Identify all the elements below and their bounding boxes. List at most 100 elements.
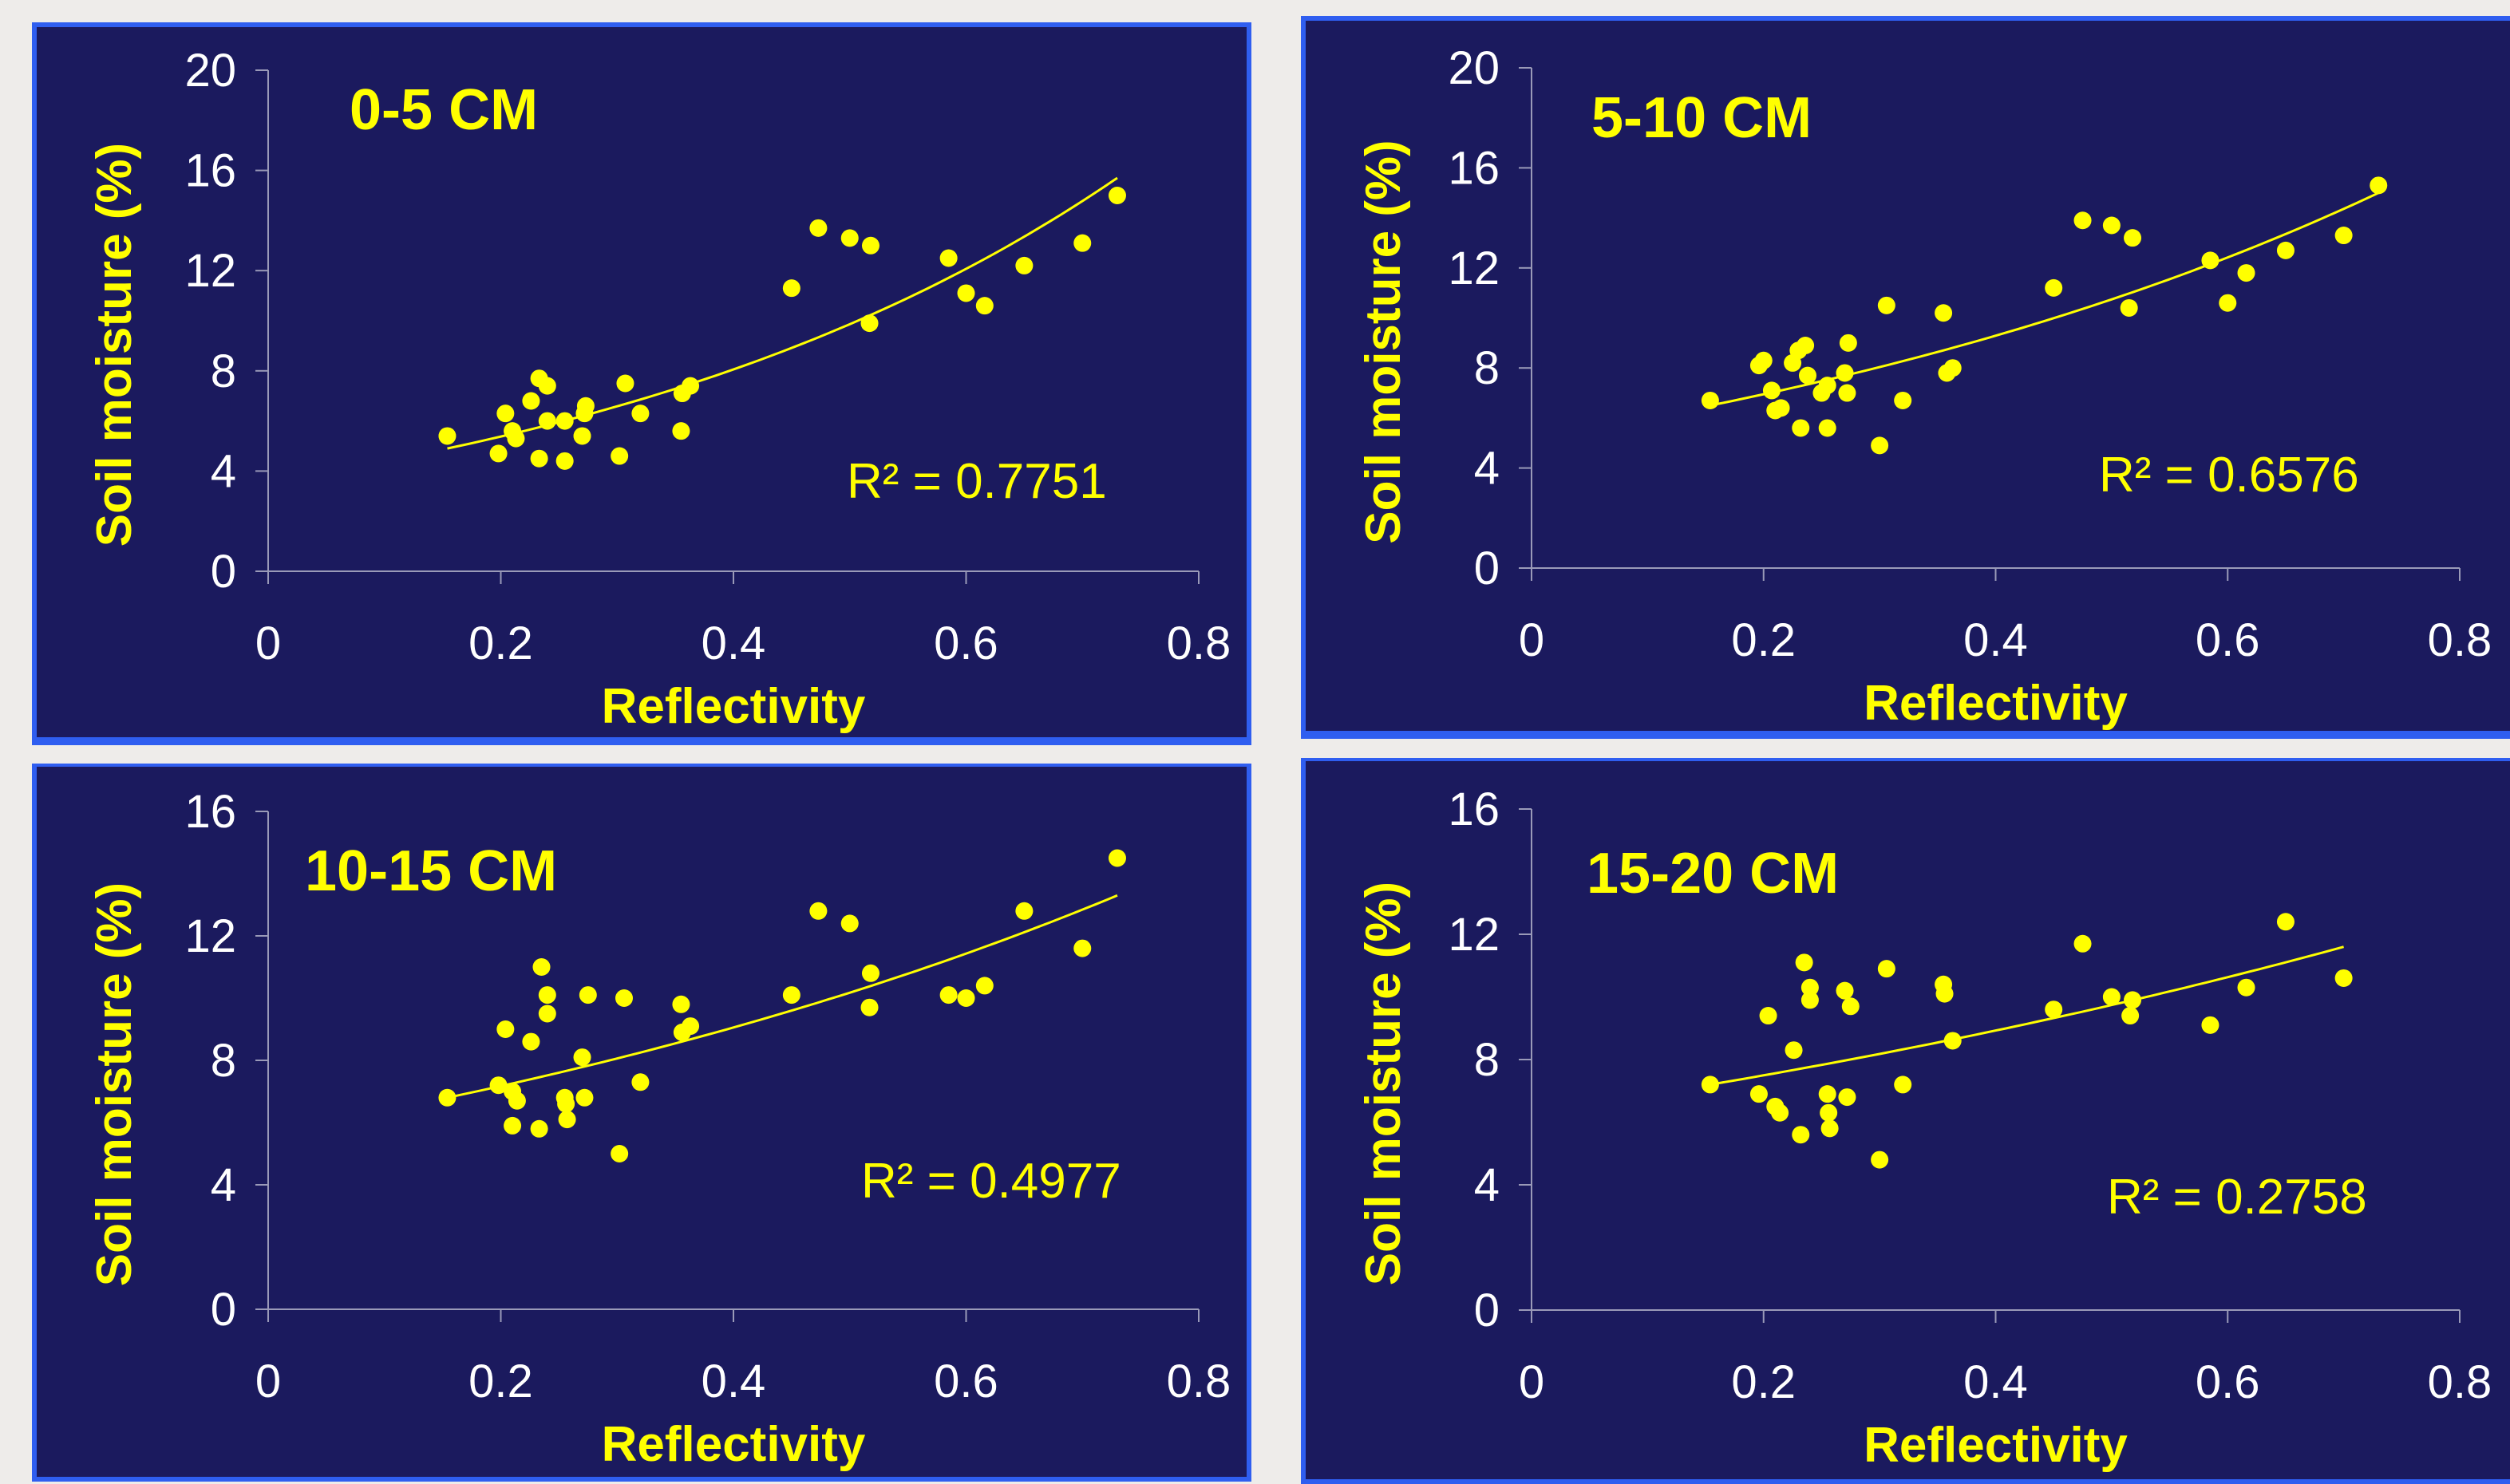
data-point xyxy=(576,397,595,415)
data-point xyxy=(2045,278,2063,297)
y-tick-label: 0 xyxy=(1474,1285,1500,1336)
data-point xyxy=(489,1076,508,1095)
data-point xyxy=(631,405,650,423)
x-tick-label: 0.8 xyxy=(1167,618,1231,669)
data-point xyxy=(682,1017,700,1036)
data-point xyxy=(538,377,556,395)
data-point xyxy=(2124,229,2142,247)
chart-title: 10-15 CM xyxy=(305,839,557,903)
x-tick-label: 0.4 xyxy=(702,1356,766,1407)
data-point xyxy=(1871,1150,1889,1169)
data-point xyxy=(555,452,574,470)
data-point xyxy=(1943,1032,1962,1050)
scatter-plot-15-20cm: 0 4 8 12 16 0 0.2 0.4 0.6 0.8 Reflectivity Soil moi… xyxy=(1356,783,2492,1473)
data-point xyxy=(1820,1103,1838,1122)
x-tick-label: 0.6 xyxy=(2196,614,2260,666)
data-point xyxy=(1798,366,1816,385)
data-point xyxy=(1836,981,1854,1000)
data-point xyxy=(860,314,879,333)
data-point xyxy=(1015,902,1034,920)
data-point xyxy=(1015,256,1034,274)
x-tick-label: 0.6 xyxy=(934,618,998,669)
y-tick-label: 20 xyxy=(184,45,236,97)
x-tick-label: 0 xyxy=(1519,614,1544,666)
data-point xyxy=(573,1048,591,1067)
data-point xyxy=(1838,1088,1856,1107)
chart-panel-15-20cm: 0 4 8 12 16 0 0.2 0.4 0.6 0.8 Reflectivity Soil moi… xyxy=(1301,758,2510,1484)
data-point xyxy=(782,986,800,1004)
data-point xyxy=(489,444,508,463)
x-tick-label: 0 xyxy=(1519,1356,1544,1408)
data-point xyxy=(2201,1016,2219,1034)
x-tick-label: 0.4 xyxy=(702,618,766,669)
y-axis-title: Soil moisture (%) xyxy=(1356,882,1411,1285)
data-point xyxy=(1935,985,1954,1003)
data-point xyxy=(504,1116,522,1135)
data-point xyxy=(2276,913,2295,931)
r-squared-label: R² = 0.4977 xyxy=(861,1154,1121,1209)
y-tick-label: 0 xyxy=(1474,543,1500,594)
data-point xyxy=(616,374,634,393)
chart-panel-5-10cm: 0 4 8 12 16 20 0 0.2 0.4 0.6 0.8 Reflectivity Soil m… xyxy=(1301,16,2510,739)
data-point xyxy=(1800,991,1819,1009)
y-tick-label: 16 xyxy=(184,786,236,838)
data-point xyxy=(1792,1126,1810,1144)
y-tick-label: 20 xyxy=(1448,42,1500,94)
data-point xyxy=(438,427,457,445)
y-tick-label: 4 xyxy=(1474,1159,1500,1211)
data-point xyxy=(1841,997,1860,1016)
data-point xyxy=(975,297,994,315)
data-point xyxy=(2201,251,2219,270)
data-point xyxy=(1894,391,1912,409)
data-point xyxy=(2237,978,2255,997)
data-point xyxy=(522,1032,540,1051)
chart-title: 0-5 CM xyxy=(350,78,538,142)
x-tick-label: 0.8 xyxy=(1167,1356,1231,1407)
data-point xyxy=(840,914,859,933)
data-point xyxy=(1771,1103,1789,1122)
x-axis-title: Reflectivity xyxy=(1864,1418,2128,1473)
data-point xyxy=(1800,978,1819,997)
data-point xyxy=(1871,436,1889,455)
y-tick-label: 12 xyxy=(1448,909,1500,961)
data-point xyxy=(957,284,975,302)
y-axis-title: Soil moisture (%) xyxy=(87,882,142,1286)
data-point xyxy=(530,449,548,468)
data-point xyxy=(957,989,975,1007)
trendline xyxy=(447,894,1118,1099)
x-tick-label: 0.4 xyxy=(1963,614,2028,666)
y-tick-label: 16 xyxy=(1448,142,1500,194)
data-point xyxy=(1836,364,1854,382)
data-point xyxy=(507,429,525,448)
data-point xyxy=(1792,419,1810,437)
data-point xyxy=(1818,377,1836,395)
data-point xyxy=(522,392,540,410)
x-tick-label: 0.4 xyxy=(1963,1356,2028,1408)
data-point xyxy=(2276,241,2295,259)
data-point xyxy=(579,986,597,1004)
data-point xyxy=(1820,1119,1839,1138)
data-point xyxy=(2073,934,2092,953)
data-point xyxy=(530,1119,548,1138)
data-point xyxy=(861,236,879,255)
y-axis-title: Soil moisture (%) xyxy=(1356,140,1411,543)
data-point xyxy=(1073,234,1092,252)
data-point xyxy=(2334,969,2353,987)
x-axis-title: Reflectivity xyxy=(602,1417,866,1472)
y-tick-label: 8 xyxy=(211,345,236,397)
x-tick-label: 0.6 xyxy=(2196,1356,2260,1408)
data-point xyxy=(1772,399,1790,417)
scatter-plot-0-5cm: 0 4 8 12 16 20 0 0.2 0.4 0.6 0.8 Reflectivity Soil m… xyxy=(87,45,1231,734)
y-tick-label: 8 xyxy=(1474,342,1500,394)
data-point xyxy=(538,986,556,1004)
data-point xyxy=(860,998,879,1016)
scatter-plot-5-10cm: 0 4 8 12 16 20 0 0.2 0.4 0.6 0.8 Reflectivity Soil m… xyxy=(1356,42,2492,731)
data-point xyxy=(1701,1076,1719,1094)
data-point xyxy=(538,412,556,430)
data-point xyxy=(538,1004,556,1023)
data-point xyxy=(2121,1007,2140,1025)
data-point xyxy=(2120,298,2138,317)
scatter-plot-10-15cm: 0 4 8 12 16 0 0.2 0.4 0.6 0.8 Reflectivity Soil moi… xyxy=(87,786,1231,1472)
data-point xyxy=(555,412,574,430)
data-point xyxy=(2102,216,2121,235)
